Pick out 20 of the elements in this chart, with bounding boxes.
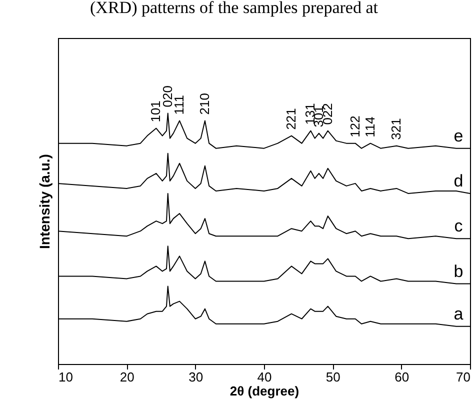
- series-label: e: [454, 126, 464, 146]
- series-label: b: [454, 262, 464, 281]
- series-label: a: [454, 304, 464, 324]
- x-tick-label: 60: [394, 370, 410, 384]
- x-tick-label: 20: [120, 370, 134, 384]
- x-axis-title: 2θ (degree): [230, 384, 300, 398]
- x-tick-label: 70: [456, 370, 470, 384]
- x-tick-label: 10: [58, 370, 73, 384]
- annotation: 114: [362, 116, 378, 138]
- series-label: c: [454, 216, 464, 236]
- y-axis-title: Intensity (a.u.): [36, 154, 52, 249]
- x-tick-label: 50: [326, 370, 340, 384]
- annotation: 221: [283, 108, 298, 130]
- annotation: 122: [347, 116, 362, 138]
- x-tick-label: 30: [188, 370, 204, 384]
- annotation: 321: [388, 118, 404, 140]
- x-tick-label: 40: [257, 370, 272, 384]
- text: (XRD) patterns of the samples prepared at: [90, 0, 378, 17]
- series-label: d: [454, 171, 464, 190]
- annotation: 210: [196, 93, 212, 115]
